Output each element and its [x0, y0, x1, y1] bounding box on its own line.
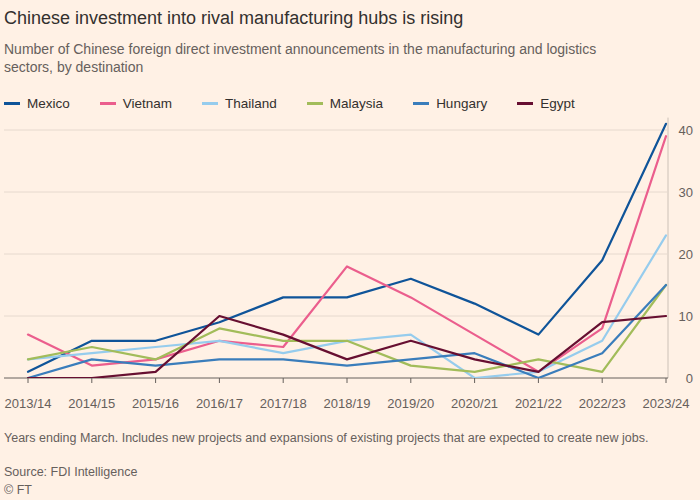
y-tick-label: 40	[679, 123, 693, 138]
x-tick	[474, 378, 475, 383]
x-tick	[28, 378, 29, 383]
chart: 0 10 20 30 40 2013/14 2014/15 2015/16 2016/17 201…	[0, 0, 700, 430]
x-tick-label: 2016/17	[196, 396, 243, 411]
x-tick	[538, 378, 539, 383]
x-tick	[666, 378, 667, 383]
legend-swatch	[100, 102, 116, 105]
x-tick	[219, 378, 220, 383]
y-tick-label: 20	[679, 247, 693, 262]
legend-item: Hungary	[413, 96, 487, 111]
series-line	[28, 235, 666, 378]
x-tick	[155, 378, 156, 383]
x-tick-label: 2021/22	[515, 396, 562, 411]
grid-line	[4, 192, 668, 193]
y-tick-label: 10	[679, 309, 693, 324]
legend-item: Malaysia	[307, 96, 383, 111]
y-tick-label: 30	[679, 185, 693, 200]
x-tick	[347, 378, 348, 383]
plot-area	[28, 124, 666, 378]
x-tick-label: 2014/15	[68, 396, 115, 411]
legend-label: Mexico	[27, 96, 70, 111]
series-line	[28, 285, 666, 378]
x-tick-label: 2022/23	[579, 396, 626, 411]
x-tick-label: 2023/24	[643, 396, 690, 411]
legend-label: Hungary	[436, 96, 487, 111]
legend-item: Mexico	[4, 96, 70, 111]
x-tick	[283, 378, 284, 383]
legend-item: Thailand	[202, 96, 277, 111]
x-tick-label: 2019/20	[387, 396, 434, 411]
subtitle: Number of Chinese foreign direct investm…	[4, 40, 644, 76]
x-tick-label: 2015/16	[132, 396, 179, 411]
grid-line	[4, 316, 668, 317]
source: Source: FDI Intelligence	[4, 465, 137, 479]
legend-label: Malaysia	[330, 96, 383, 111]
legend-label: Thailand	[225, 96, 277, 111]
legend-swatch	[4, 102, 20, 105]
legend-swatch	[413, 102, 429, 105]
legend-label: Egypt	[540, 96, 575, 111]
title: Chinese investment into rival manufactur…	[4, 8, 463, 29]
grid-line	[4, 254, 668, 255]
legend-item: Vietnam	[100, 96, 172, 111]
x-tick-label: 2017/18	[260, 396, 307, 411]
series-line	[28, 316, 666, 378]
series-line	[28, 136, 666, 372]
x-tick	[602, 378, 603, 383]
credit: © FT	[4, 483, 32, 497]
x-tick	[91, 378, 92, 383]
legend-label: Vietnam	[123, 96, 172, 111]
x-tick-label: 2018/19	[324, 396, 371, 411]
legend: Mexico Vietnam Thailand Malaysia Hungary Egyp…	[4, 96, 605, 111]
legend-swatch	[517, 102, 533, 105]
legend-swatch	[202, 102, 218, 105]
x-tick-label: 2013/14	[5, 396, 52, 411]
note: Years ending March. Includes new project…	[4, 430, 694, 446]
y-tick-label: 0	[686, 371, 693, 386]
legend-item: Egypt	[517, 96, 575, 111]
grid-line	[4, 130, 668, 131]
y-axis-line	[668, 118, 669, 378]
x-tick-label: 2020/21	[451, 396, 498, 411]
series-line	[28, 124, 666, 372]
legend-swatch	[307, 102, 323, 105]
x-tick	[410, 378, 411, 383]
